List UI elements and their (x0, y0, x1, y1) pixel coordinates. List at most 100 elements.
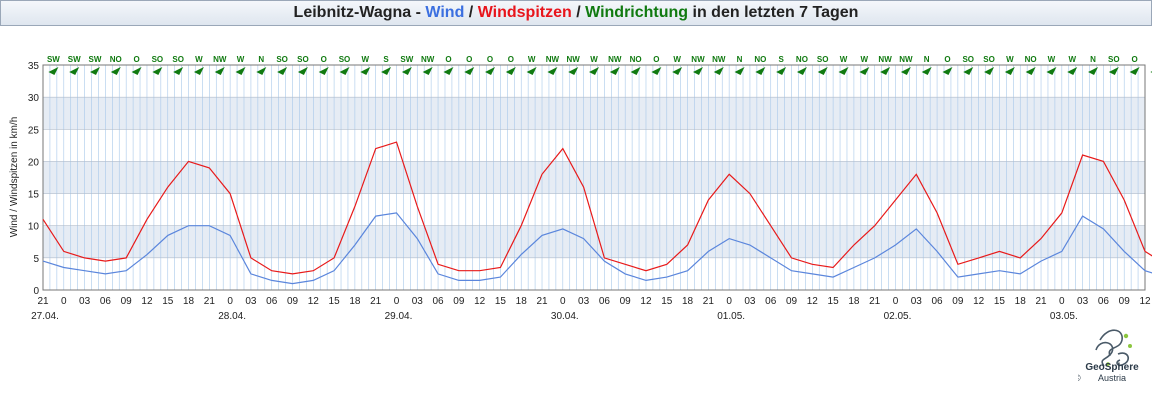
x-tick-label: 0 (726, 296, 732, 307)
direction-arrow-icon (1088, 67, 1099, 75)
x-tick-label: 0 (560, 296, 566, 307)
x-tick-label: 03 (578, 296, 590, 307)
direction-label: SO (817, 55, 829, 64)
direction-label: W (861, 55, 869, 64)
direction-arrow-icon (277, 67, 288, 75)
direction-arrow-icon (235, 67, 246, 75)
direction-label: O (445, 55, 451, 64)
direction-arrow-icon (1025, 67, 1036, 75)
direction-arrow-icon (443, 67, 454, 75)
direction-arrow-icon (1004, 67, 1015, 75)
background-band (43, 97, 1145, 130)
x-tick-label: 09 (453, 296, 465, 307)
direction-label: N (924, 55, 930, 64)
x-tick-label: 12 (308, 296, 320, 307)
direction-arrow-icon (755, 67, 766, 75)
x-tick-label: 06 (266, 296, 278, 307)
x-tick-label: 15 (828, 296, 840, 307)
direction-arrow-icon (1129, 67, 1140, 75)
direction-label: W (195, 55, 203, 64)
direction-arrow-icon (297, 67, 308, 75)
x-tick-label: 21 (869, 296, 881, 307)
direction-label: W (362, 55, 370, 64)
y-tick-label: 0 (33, 286, 39, 297)
direction-label: S (383, 55, 389, 64)
direction-label: W (1006, 55, 1014, 64)
direction-label: NW (899, 55, 913, 64)
direction-arrow-icon (256, 67, 267, 75)
direction-label: SO (276, 55, 288, 64)
direction-arrow-icon (89, 67, 100, 75)
direction-arrow-icon (609, 67, 620, 75)
x-tick-label: 21 (703, 296, 715, 307)
direction-arrow-icon (69, 67, 80, 75)
direction-arrow-icon (589, 67, 599, 75)
direction-arrow-icon (173, 67, 184, 75)
direction-arrow-icon (1108, 67, 1119, 75)
x-tick-label: 21 (1035, 296, 1047, 307)
series-line-gusts (42, 141, 1152, 275)
direction-arrow-icon (776, 67, 787, 75)
plot-frame (42, 64, 1146, 291)
direction-arrow-icon (963, 67, 974, 75)
direction-label: SW (47, 55, 60, 64)
direction-label: NW (878, 55, 892, 64)
y-axis-ticks: 0 5 10 15 20 25 30 35 (28, 61, 40, 297)
y-axis-label: Wind / Windspitzen in km/h (9, 117, 20, 238)
direction-label: W (840, 55, 848, 64)
date-label: 01.05. (717, 311, 745, 322)
direction-arrow-icon (48, 67, 59, 75)
date-label: 27.04. (31, 311, 59, 322)
direction-arrow-icon (984, 67, 995, 75)
background-band (43, 225, 1145, 258)
x-tick-label: 21 (370, 296, 382, 307)
x-tick-label: 15 (661, 296, 673, 307)
x-tick-label: 03 (412, 296, 424, 307)
logo-name: GeoSphere (1085, 362, 1139, 373)
direction-arrow-icon (942, 67, 953, 75)
direction-label: O (466, 55, 472, 64)
title-suffix: in den letzten 7 Tagen (688, 4, 859, 21)
direction-arrow-icon (526, 67, 537, 75)
direction-label: N (737, 55, 743, 64)
direction-arrow-icon (672, 67, 683, 75)
direction-arrow-icon (880, 67, 891, 75)
direction-arrow-icon (505, 67, 516, 75)
direction-arrow-icon (568, 67, 579, 75)
x-tick-label: 12 (141, 296, 153, 307)
direction-label: NW (546, 55, 560, 64)
date-label: 03.05. (1050, 311, 1078, 322)
y-tick-label: 15 (28, 190, 40, 201)
x-tick-label: 0 (227, 296, 233, 307)
title-station: Leibnitz-Wagna (293, 4, 412, 21)
x-tick-label: 12 (973, 296, 985, 307)
x-tick-label: 03 (744, 296, 756, 307)
date-label: 02.05. (884, 311, 912, 322)
geosphere-swirl-icon (1095, 329, 1130, 367)
x-tick-label: 18 (349, 296, 361, 307)
background-bands (43, 97, 1145, 258)
direction-arrow-icon (401, 67, 412, 75)
x-tick-label: 15 (994, 296, 1006, 307)
direction-label: NO (1025, 55, 1037, 64)
direction-arrow-icon (110, 67, 121, 75)
logo-sub: Austria (1098, 373, 1126, 383)
x-tick-label: 03 (911, 296, 923, 307)
direction-arrow-icon (630, 67, 641, 75)
direction-label: O (1131, 55, 1137, 64)
title-separator: / (571, 4, 586, 21)
x-tick-label: 06 (932, 296, 944, 307)
direction-label: W (528, 55, 536, 64)
direction-label: S (778, 55, 784, 64)
x-tick-label: 06 (1098, 296, 1110, 307)
direction-arrow-icon (1046, 67, 1057, 75)
geosphere-logo: GeoSphere © Austria (1078, 329, 1139, 383)
date-label: 30.04. (551, 311, 579, 322)
direction-arrow-icon (318, 67, 329, 75)
y-tick-label: 25 (28, 125, 40, 136)
date-labels: 27.04. 28.04. 29.04. 30.04. 01.05. 02.05. 03.0… (31, 311, 1078, 322)
y-tick-label: 20 (28, 157, 40, 168)
direction-arrow-icon (859, 67, 870, 75)
x-tick-label: 03 (245, 296, 257, 307)
x-tick-label: 18 (1015, 296, 1027, 307)
